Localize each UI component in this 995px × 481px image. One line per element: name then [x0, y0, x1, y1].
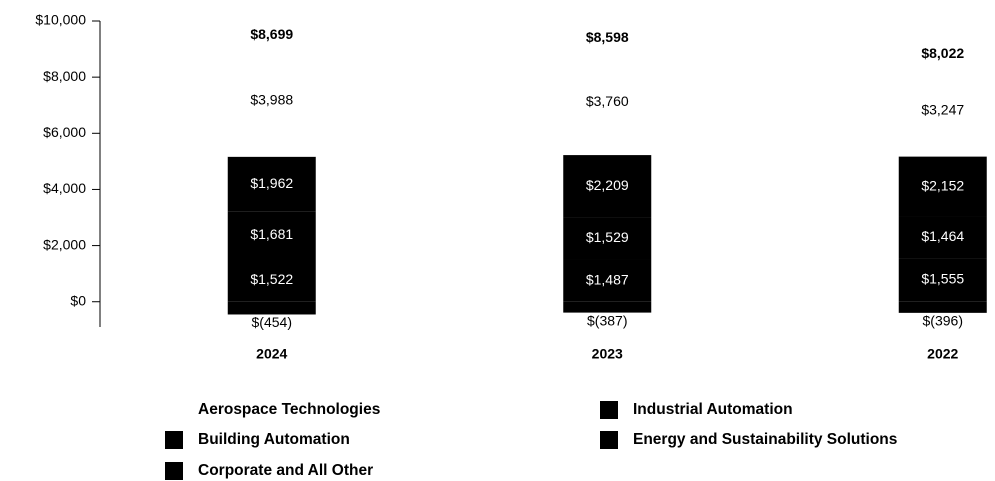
- bar-segment: [898, 156, 987, 217]
- legend-label: Building Automation: [198, 431, 350, 448]
- bar-segment: [898, 258, 987, 302]
- bar-segment: [227, 156, 316, 212]
- bar-segment: [563, 49, 652, 156]
- bar-segment: [227, 259, 316, 302]
- x-tick-label: 2024: [256, 346, 287, 362]
- legend-swatch: [165, 431, 183, 449]
- x-tick-label: 2022: [927, 346, 958, 362]
- bar-segment: [898, 301, 987, 313]
- legend-label: Energy and Sustainability Solutions: [633, 431, 897, 448]
- bar-segment: [563, 259, 652, 302]
- legend-swatch: [600, 431, 618, 449]
- value-label: $1,962: [250, 175, 293, 191]
- legend-label: Aerospace Technologies: [198, 401, 380, 418]
- legend-swatch: [600, 401, 618, 419]
- value-label: $1,522: [250, 271, 293, 287]
- value-label: $1,487: [586, 272, 629, 288]
- y-tick-label: $4,000: [43, 180, 86, 196]
- bar-segment: [563, 301, 652, 313]
- value-label: $1,529: [586, 229, 629, 245]
- y-tick-label: $8,000: [43, 68, 86, 84]
- y-tick-label: $10,000: [35, 12, 86, 28]
- value-label: $1,555: [921, 271, 964, 287]
- legend-swatch: [165, 401, 183, 419]
- value-label: $1,464: [921, 228, 964, 244]
- value-label: $2,152: [921, 177, 964, 193]
- value-label: $3,988: [250, 91, 293, 107]
- x-tick-label: 2023: [592, 346, 623, 362]
- y-tick-label: $6,000: [43, 124, 86, 140]
- value-label: $(396): [923, 313, 963, 329]
- value-label: $(387): [587, 312, 627, 328]
- value-label: $3,247: [921, 102, 964, 118]
- bar-segment: [227, 44, 316, 157]
- bar-segment: [563, 217, 652, 260]
- total-label: $8,598: [586, 29, 629, 45]
- value-label: $2,209: [586, 177, 629, 193]
- y-tick-label: $0: [70, 292, 86, 308]
- total-label: $8,699: [250, 26, 293, 42]
- value-label: $3,760: [586, 93, 629, 109]
- bar-segment: [563, 155, 652, 218]
- bar-segment: [227, 301, 316, 315]
- y-tick-label: $2,000: [43, 236, 86, 252]
- value-label: $1,681: [250, 226, 293, 242]
- bar-segment: [898, 65, 987, 157]
- total-label: $8,022: [921, 45, 964, 61]
- bar-segment: [898, 216, 987, 259]
- legend-label: Corporate and All Other: [198, 462, 373, 479]
- legend-swatch: [165, 462, 183, 480]
- legend-label: Industrial Automation: [633, 401, 793, 418]
- value-label: $(454): [252, 314, 292, 330]
- bar-segment: [227, 211, 316, 260]
